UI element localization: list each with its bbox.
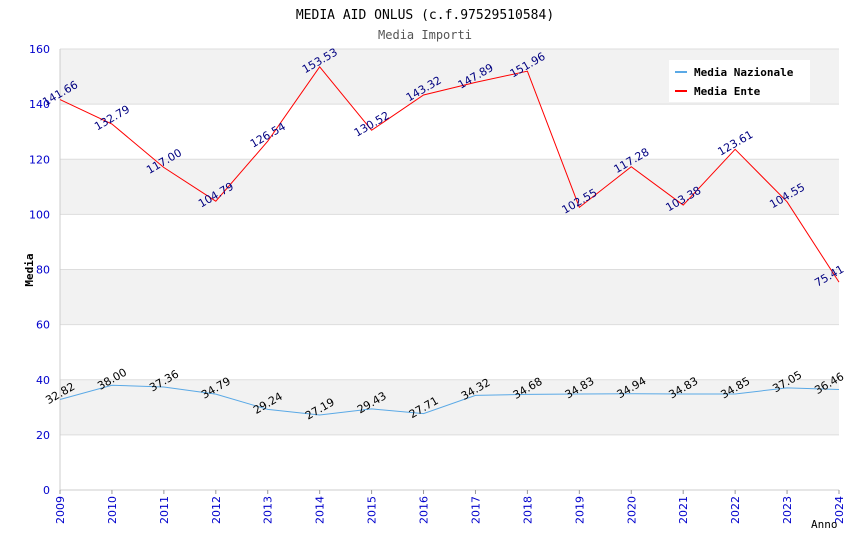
x-tick-label: 2021 [677,496,690,524]
x-tick-label: 2020 [625,496,638,524]
y-axis-label: Media [23,253,36,286]
y-tick-label: 80 [36,264,50,277]
x-axis: 2009 2010 2011 2012 2013 2014 2015 2016 2017 2018… [54,490,846,524]
y-tick-label: 120 [29,153,50,166]
x-tick-label: 2019 [573,496,586,524]
x-tick-label: 2014 [314,496,327,524]
x-tick-label: 2011 [158,496,171,524]
y-tick-label: 160 [29,43,50,56]
grid-band [60,159,839,215]
chart-title: MEDIA AID ONLUS (c.f.97529510584) [296,8,554,23]
x-tick-label: 2015 [366,496,379,524]
series-line-0 [59,384,840,416]
y-tick-label: 40 [36,374,50,387]
y-tick-label: 100 [29,208,50,221]
grid-band [60,379,839,435]
y-tick-label: 0 [43,484,50,497]
series-line-1 [59,66,840,283]
x-tick-label: 2016 [418,496,431,524]
y-tick-label: 20 [36,429,50,442]
series-layer [59,66,840,416]
x-tick-label: 2012 [210,496,223,524]
plot-background [59,48,839,491]
legend-label-1: Media Ente [694,85,761,98]
y-tick-label: 60 [36,319,50,332]
chart-subtitle: Media Importi [378,28,472,42]
legend: Media Nazionale Media Ente [669,60,810,102]
legend-label-0: Media Nazionale [694,66,794,79]
x-tick-label: 2009 [54,496,67,524]
x-tick-label: 2018 [521,496,534,524]
data-label: 126.54 [248,120,288,151]
y-axis: 0 20 40 60 80 100 120 140 160 [29,43,50,497]
x-tick-label: 2024 [833,496,846,524]
x-tick-label: 2022 [729,496,742,524]
x-tick-label: 2017 [469,496,482,524]
x-tick-label: 2013 [262,496,275,524]
y-tick-label: 140 [29,98,50,111]
legend-box [669,60,810,102]
x-tick-label: 2023 [781,496,794,524]
data-label: 123.61 [715,128,755,159]
grid-band [60,269,839,325]
data-label: 132.79 [92,103,132,134]
x-tick-label: 2010 [106,496,119,524]
x-axis-label: Anno [811,518,838,531]
